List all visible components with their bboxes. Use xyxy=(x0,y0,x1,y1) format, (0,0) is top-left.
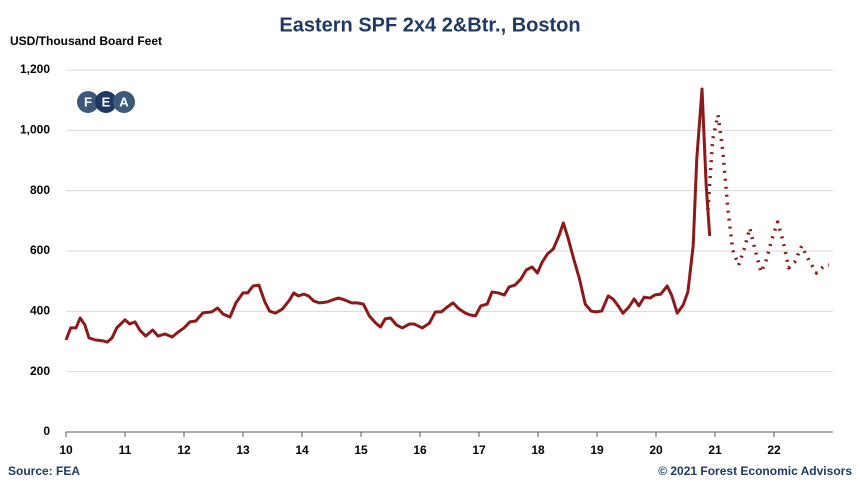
y-tick-label: 0 xyxy=(43,424,50,438)
y-tick-label: 200 xyxy=(30,364,50,378)
y-tick-label: 1,000 xyxy=(20,123,50,137)
x-tick-label: 10 xyxy=(59,443,73,457)
x-tick-label: 16 xyxy=(413,443,427,457)
x-tick-label: 19 xyxy=(590,443,604,457)
x-tick-label: 15 xyxy=(354,443,368,457)
logo-letter: E xyxy=(102,94,111,109)
y-tick-label: 400 xyxy=(30,304,50,318)
chart-title: Eastern SPF 2x4 2&Btr., Boston xyxy=(279,14,580,36)
y-tick-label: 600 xyxy=(30,243,50,257)
y-axis-label: USD/Thousand Board Feet xyxy=(10,34,162,48)
x-tick-label: 11 xyxy=(119,443,132,457)
x-tick-label: 20 xyxy=(649,443,663,457)
x-tick-label: 13 xyxy=(236,443,250,457)
x-tick-label: 12 xyxy=(177,443,191,457)
x-tick-label: 18 xyxy=(531,443,545,457)
y-tick-label: 1,200 xyxy=(20,62,50,76)
logo-circle xyxy=(113,91,135,113)
y-tick-label: 800 xyxy=(30,183,50,197)
x-tick-label: 22 xyxy=(767,443,781,457)
logo: F E A xyxy=(77,91,135,113)
copyright: © 2021 Forest Economic Advisors xyxy=(658,464,852,478)
series-line xyxy=(64,87,712,344)
logo-letter: F xyxy=(84,94,92,109)
x-tick-label: 17 xyxy=(472,443,486,457)
series-line xyxy=(706,113,829,275)
logo-letter: A xyxy=(119,94,129,109)
source: Source: FEA xyxy=(8,464,80,478)
logo-circle xyxy=(77,91,99,113)
x-tick-label: 14 xyxy=(295,443,309,457)
logo-circle xyxy=(95,91,117,113)
x-tick-label: 21 xyxy=(708,443,722,457)
